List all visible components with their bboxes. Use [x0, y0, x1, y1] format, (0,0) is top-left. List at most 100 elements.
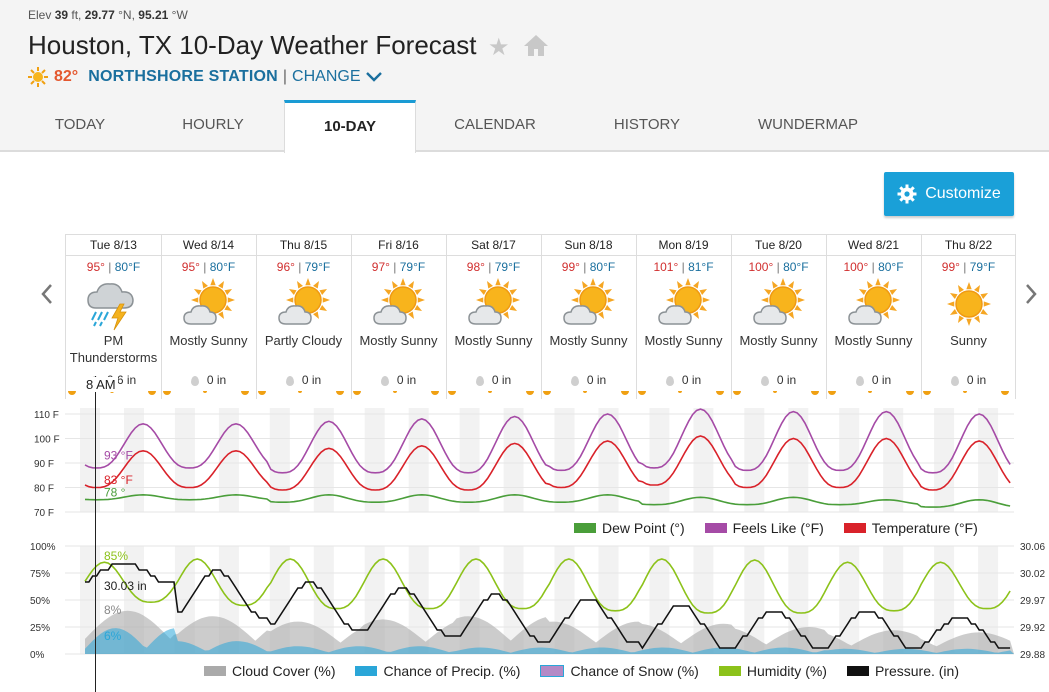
humidity-swatch	[718, 666, 741, 676]
day-column[interactable]: Wed 8/21 100° | 80°F Mostly Sunny 0 in	[826, 235, 922, 399]
tab-bar: TODAY HOURLY 10-DAY CALENDAR HISTORY WUN…	[0, 100, 1049, 153]
day-high: 95°	[86, 260, 105, 274]
dew-point-swatch	[574, 523, 596, 533]
tab-wundermap[interactable]: WUNDERMAP	[758, 116, 858, 133]
day-precip: 0 in	[351, 373, 446, 387]
day-hi-lo: 100° | 80°F	[826, 260, 921, 276]
page-title: Houston, TX 10-Day Weather Forecast	[28, 30, 477, 60]
day-low: 80°F	[589, 260, 616, 274]
sun-marker-icon	[733, 391, 819, 395]
night-band	[788, 408, 809, 512]
elev-label: Elev	[28, 8, 52, 22]
day-column[interactable]: Tue 8/13 95° | 80°F PM Thunderstorms 0.6…	[66, 235, 162, 399]
dew-point-line	[84, 493, 1011, 508]
thunderstorm-icon	[82, 278, 146, 332]
day-hi-lo: 99° | 80°F	[541, 260, 636, 276]
hi-lo-separator: |	[393, 260, 400, 274]
raindrop-icon	[760, 375, 769, 386]
dew_point-cursor-value: 78 °	[104, 485, 126, 499]
prev-arrow-icon[interactable]	[40, 283, 54, 305]
customize-button[interactable]: Customize	[884, 172, 1014, 216]
day-date: Fri 8/16	[351, 235, 446, 256]
legend-dew-point[interactable]: Dew Point (°)	[602, 520, 685, 536]
next-arrow-icon[interactable]	[1024, 283, 1038, 305]
chevron-down-icon[interactable]	[365, 71, 383, 83]
legend-cloud[interactable]: Cloud Cover (%)	[232, 663, 336, 679]
lon-unit: °W	[171, 8, 188, 22]
location-coords: Elev 39 ft, 29.77 °N, 95.21 °W	[28, 8, 188, 22]
day-precip-amount: 0 in	[206, 373, 227, 387]
day-precip-amount: 0 in	[776, 373, 797, 387]
sun-marker-icon	[353, 391, 439, 395]
cloud-swatch	[204, 666, 226, 676]
time-cursor[interactable]	[95, 376, 96, 692]
day-date: Thu 8/22	[921, 235, 1016, 256]
sun-icon	[28, 67, 48, 87]
tab-calendar[interactable]: CALENDAR	[454, 116, 536, 133]
day-column[interactable]: Thu 8/22 99° | 79°F Sunny 0 in	[921, 235, 1016, 399]
day-date: Wed 8/21	[826, 235, 921, 256]
hi-lo-separator: |	[963, 260, 970, 274]
day-condition: Mostly Sunny	[739, 333, 818, 348]
humidity-pressure-chart: 0% 25% 50% 75% 100% 29.88 29.92 29.97 30.02 30.06…	[30, 542, 1045, 661]
legend-precip[interactable]: Chance of Precip. (%)	[383, 663, 521, 679]
day-precip: 0 in	[161, 373, 256, 387]
night-band	[313, 408, 334, 512]
hi-lo-separator: |	[488, 260, 495, 274]
favorite-star-icon[interactable]: ★	[488, 34, 510, 61]
y-tick-label: 100 F	[34, 435, 60, 446]
change-station-link[interactable]: CHANGE	[292, 68, 361, 85]
night-band	[364, 408, 385, 512]
mostly-sunny-icon	[652, 278, 716, 332]
station-link[interactable]: NORTHSHORE STATION	[88, 68, 278, 85]
raindrop-icon	[190, 375, 199, 386]
legend-humidity[interactable]: Humidity (%)	[746, 663, 827, 679]
hi-lo-separator: |	[776, 260, 784, 274]
raindrop-icon	[570, 375, 579, 386]
forecast-days: Tue 8/13 95° | 80°F PM Thunderstorms 0.6…	[65, 234, 1016, 399]
day-hi-lo: 95° | 80°F	[66, 260, 161, 276]
day-high: 97°	[371, 260, 390, 274]
day-date: Wed 8/14	[161, 235, 256, 256]
station-line: 82° NORTHSHORE STATION | CHANGE	[28, 67, 383, 87]
time-cursor-label: 8 AM	[84, 377, 118, 392]
temperature-legend: Dew Point (°) Feels Like (°F) Temperatur…	[560, 520, 978, 536]
day-low: 79°F	[969, 260, 996, 274]
day-column[interactable]: Wed 8/14 95° | 80°F Mostly Sunny 0 in	[161, 235, 257, 399]
day-column[interactable]: Thu 8/15 96° | 79°F Partly Cloudy 0 in	[256, 235, 352, 399]
legend-snow[interactable]: Chance of Snow (%)	[570, 663, 699, 679]
hi-lo-separator: |	[871, 260, 879, 274]
sun-marker-icon	[258, 391, 344, 395]
y-tick-label: 0%	[30, 650, 45, 661]
tab-hourly[interactable]: HOURLY	[182, 116, 244, 133]
day-precip: 0 in	[636, 373, 731, 387]
day-column[interactable]: Sat 8/17 98° | 79°F Mostly Sunny 0 in	[446, 235, 542, 399]
day-condition: PM Thunderstorms	[69, 333, 158, 365]
day-high: 98°	[466, 260, 485, 274]
legend-pressure[interactable]: Pressure. (in)	[874, 663, 959, 679]
day-low: 80°F	[114, 260, 141, 274]
hi-lo-separator: |	[298, 260, 305, 274]
sun-marker-icon	[828, 391, 914, 395]
lat-value: 29.77	[84, 8, 115, 22]
day-condition: Partly Cloudy	[264, 333, 343, 348]
tab-10-day[interactable]: 10-DAY	[284, 100, 416, 153]
day-column[interactable]: Fri 8/16 97° | 79°F Mostly Sunny 0 in	[351, 235, 447, 399]
precip-area	[85, 628, 1014, 654]
day-date: Sat 8/17	[446, 235, 541, 256]
day-precip-amount: 0 in	[966, 373, 987, 387]
tab-history[interactable]: HISTORY	[613, 116, 681, 133]
day-column[interactable]: Mon 8/19 101° | 81°F Mostly Sunny 0 in	[636, 235, 732, 399]
day-precip-amount: 0 in	[491, 373, 512, 387]
legend-temperature[interactable]: Temperature (°F)	[871, 520, 978, 536]
home-icon[interactable]	[523, 33, 549, 57]
legend-feels-like[interactable]: Feels Like (°F)	[732, 520, 824, 536]
day-column[interactable]: Sun 8/18 99° | 80°F Mostly Sunny 0 in	[541, 235, 637, 399]
tab-today[interactable]: TODAY	[54, 116, 106, 133]
raindrop-icon	[665, 375, 674, 386]
hi-lo-separator: |	[203, 260, 210, 274]
day-column[interactable]: Tue 8/20 100° | 80°F Mostly Sunny 0 in	[731, 235, 827, 399]
day-precip: 0 in	[446, 373, 541, 387]
day-precip-amount: 0 in	[871, 373, 892, 387]
night-band	[883, 408, 904, 512]
